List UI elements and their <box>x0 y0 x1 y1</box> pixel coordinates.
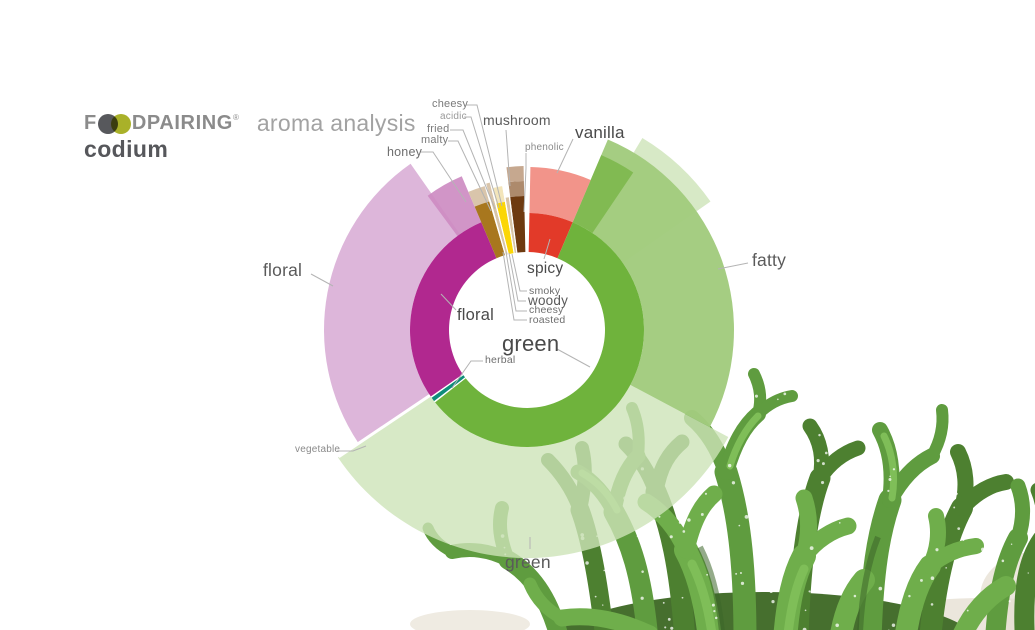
leader-line-vanilla <box>556 138 574 174</box>
ring-fried-sliver <box>490 200 508 255</box>
photo-speckles <box>500 389 1029 630</box>
petal-green <box>337 384 729 558</box>
logo-double-o-icon <box>97 113 131 134</box>
petal-fatty <box>572 139 734 428</box>
ring-mushroom <box>510 196 526 253</box>
ring-malty <box>474 201 505 259</box>
petal-mushroom-high <box>506 166 524 183</box>
logo-text-prefix: F <box>84 112 97 134</box>
leader-line-fatty <box>717 262 749 270</box>
petal-malty-tip <box>468 186 490 207</box>
petal-vanilla <box>529 167 591 223</box>
ring-spicy <box>528 213 573 259</box>
ring-green <box>435 222 644 447</box>
petal-honey-pink <box>427 176 482 236</box>
gap-line <box>502 185 515 254</box>
gap-line <box>504 167 518 253</box>
leader-line-woody <box>508 252 526 302</box>
petal-mushroom-low <box>508 181 525 198</box>
gap-line <box>485 185 507 256</box>
leader-line-floral-inner <box>440 293 457 311</box>
leader-line-fried <box>450 129 496 210</box>
gap-line <box>337 394 431 459</box>
leader-line-vegetable <box>337 445 367 452</box>
leader-line-green-inner <box>556 348 591 368</box>
leader-line-cheesy-outer <box>466 104 503 207</box>
ring-acidic-sliver <box>505 197 517 254</box>
gap-line <box>430 374 464 398</box>
gap-line <box>434 377 466 403</box>
ring-floral <box>410 222 497 397</box>
foodpairing-logo: F DPAIRING ® aroma analysis <box>84 110 416 137</box>
subject-name: codium <box>84 136 169 162</box>
leader-line-cheesy-inner <box>505 251 527 312</box>
leader-line-floral-outer <box>310 273 334 287</box>
petal-fatty-dark <box>572 155 634 234</box>
petal-floral <box>324 163 460 443</box>
leader-line-herbal <box>451 360 483 389</box>
leader-line-malty <box>448 140 492 212</box>
logo-olive-circle-icon <box>110 113 131 134</box>
leader-line-smoky <box>511 253 527 292</box>
petal-fried-tip <box>486 182 495 201</box>
gap-line <box>491 188 509 255</box>
leader-line-spicy <box>543 238 551 260</box>
ring-honey-yellow <box>496 201 514 255</box>
leader-line-phenolic <box>523 153 527 213</box>
leader-line-acidic <box>464 116 500 209</box>
leader-line-roasted <box>502 251 527 321</box>
leader-line-honey <box>420 151 467 203</box>
logo-text-suffix: DPAIRING <box>131 112 233 134</box>
registered-mark: ® <box>232 113 239 122</box>
leader-line-mushroom <box>505 129 511 187</box>
page-title: aroma analysis <box>256 110 416 136</box>
